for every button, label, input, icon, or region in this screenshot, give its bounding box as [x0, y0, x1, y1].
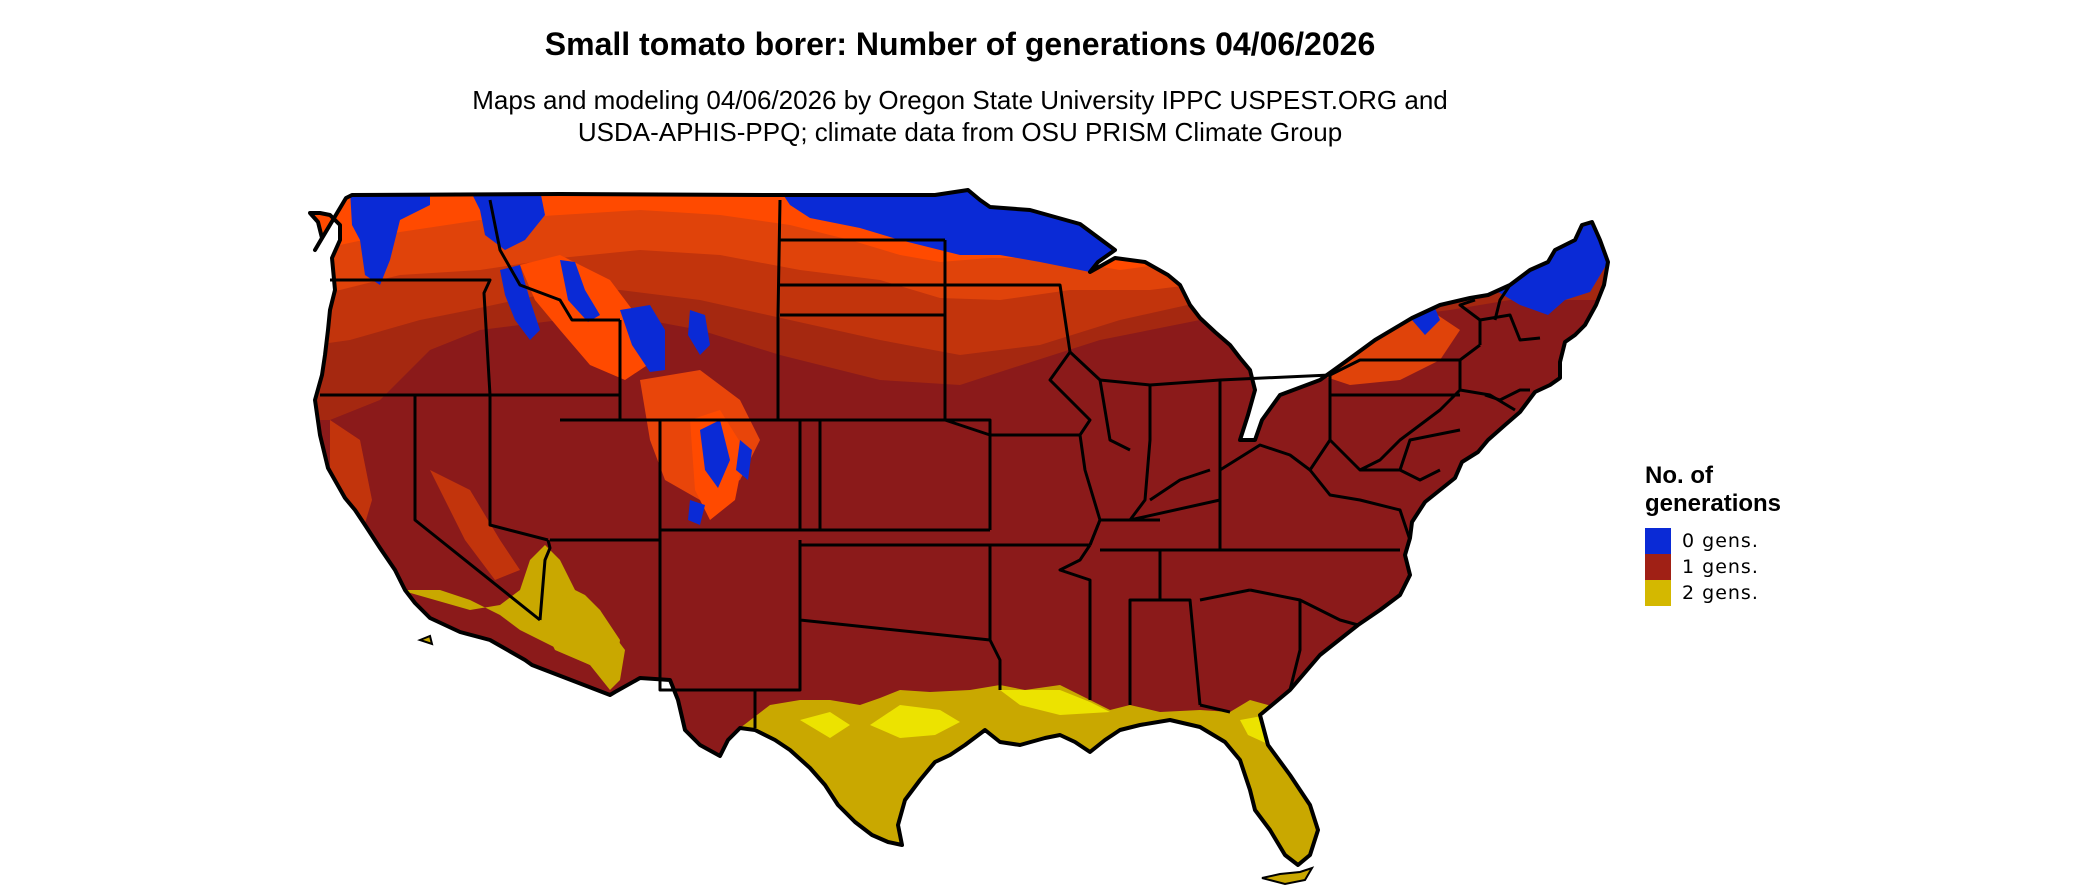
subtitle-line-1: Maps and modeling 04/06/2026 by Oregon S…: [472, 85, 1448, 115]
legend-swatch-0-gens: [1645, 528, 1671, 554]
legend-title-line-1: No. of: [1645, 462, 1713, 489]
legend-label-0-gens: 0 gens.: [1682, 530, 1759, 552]
legend-title: No. of generations: [1645, 462, 1905, 518]
map-title: Small tomato borer: Number of generation…: [544, 26, 1376, 62]
legend-title-line-2: generations: [1645, 490, 1782, 517]
legend-item-1-gens: 1 gens.: [1645, 554, 1905, 580]
legend-swatch-2-gens: [1645, 580, 1671, 606]
legend-swatch-1-gens: [1645, 554, 1671, 580]
legend-label-1-gens: 1 gens.: [1682, 556, 1759, 578]
legend: No. of generations 0 gens. 1 gens. 2 gen…: [1645, 462, 1905, 606]
map-subtitle: Maps and modeling 04/06/2026 by Oregon S…: [0, 84, 1920, 148]
legend-item-0-gens: 0 gens.: [1645, 528, 1905, 554]
state-borders: [320, 199, 1541, 728]
coastal-islands: [417, 634, 1315, 886]
subtitle-line-2: USDA-APHIS-PPQ; climate data from OSU PR…: [577, 117, 1343, 147]
legend-label-2-gens: 2 gens.: [1682, 582, 1759, 604]
legend-item-2-gens: 2 gens.: [1645, 580, 1905, 606]
legend-items: 0 gens. 1 gens. 2 gens.: [1645, 528, 1905, 606]
